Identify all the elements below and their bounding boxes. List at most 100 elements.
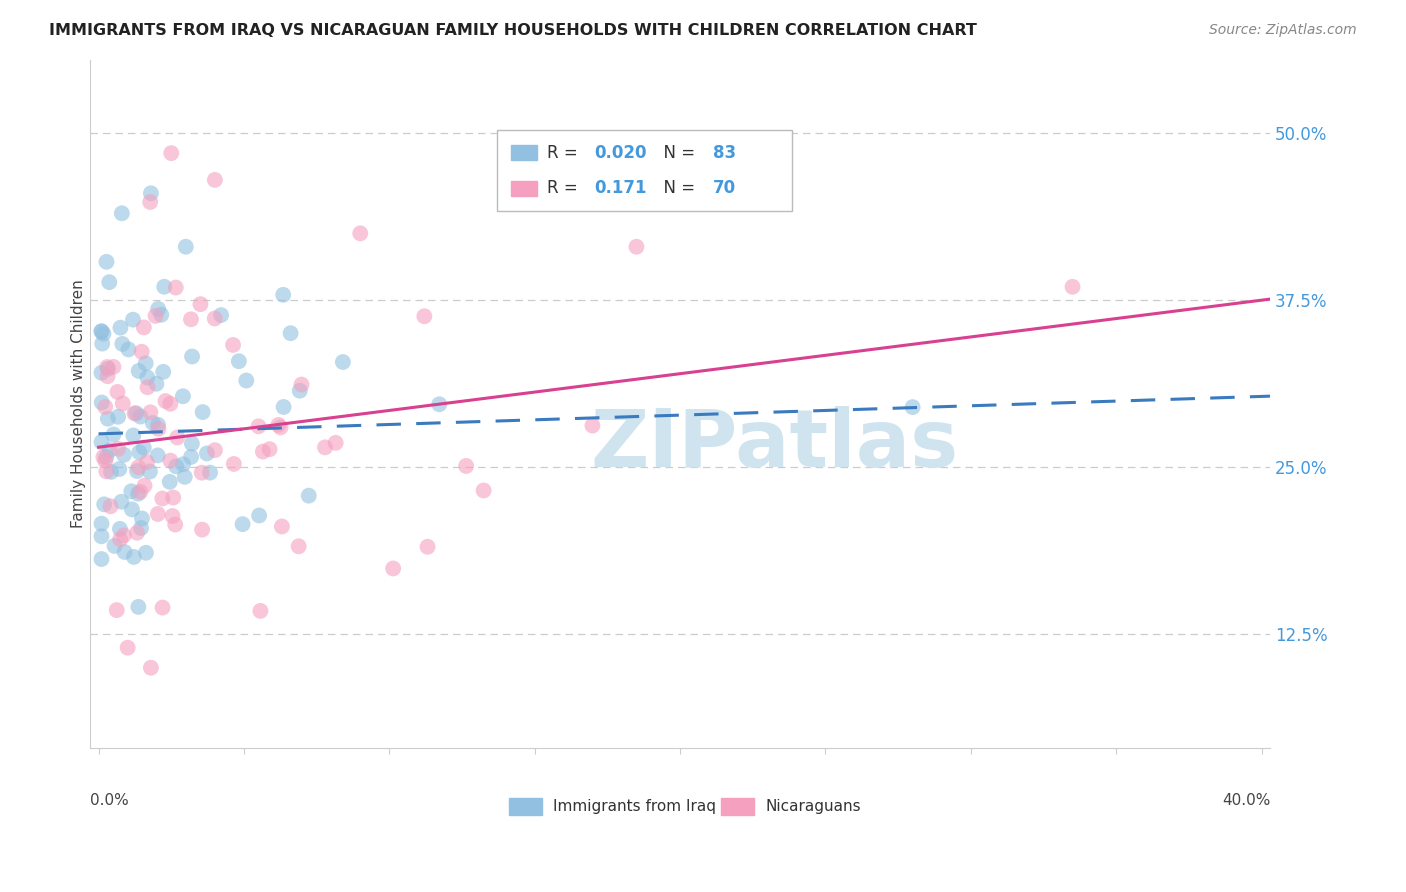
Point	[105, 603, 128, 617]
Point	[139, 186, 162, 201]
Point	[204, 173, 226, 187]
Point	[271, 288, 294, 302]
Point	[314, 441, 336, 455]
Point	[142, 416, 165, 430]
Point	[146, 301, 169, 316]
Point	[90, 325, 112, 339]
Point	[93, 326, 115, 341]
Point	[90, 552, 112, 566]
Point	[125, 464, 148, 478]
Point	[270, 420, 292, 434]
Point	[159, 453, 181, 467]
Point	[132, 320, 155, 334]
Point	[111, 206, 134, 220]
Point	[100, 465, 122, 479]
Point	[108, 533, 131, 547]
Point	[97, 369, 120, 384]
Point	[111, 337, 134, 351]
Point	[288, 384, 311, 398]
Point	[139, 465, 162, 479]
Point	[111, 396, 134, 410]
Point	[131, 511, 153, 525]
Point	[90, 516, 112, 531]
Point	[349, 227, 371, 241]
Point	[90, 529, 112, 543]
Point	[135, 356, 157, 370]
Text: N =: N =	[652, 144, 700, 161]
Point	[117, 640, 139, 655]
Text: 0.020: 0.020	[593, 144, 647, 161]
Point	[180, 436, 202, 450]
Bar	[512, 145, 537, 160]
Point	[127, 460, 149, 475]
Point	[139, 661, 162, 675]
Point	[273, 400, 295, 414]
Text: IMMIGRANTS FROM IRAQ VS NICARAGUAN FAMILY HOUSEHOLDS WITH CHILDREN CORRELATION C: IMMIGRANTS FROM IRAQ VS NICARAGUAN FAMIL…	[49, 23, 977, 38]
Point	[159, 397, 181, 411]
Bar	[509, 798, 541, 814]
Point	[112, 448, 135, 462]
Point	[155, 394, 177, 409]
Point	[204, 311, 226, 326]
Point	[93, 450, 115, 464]
Point	[122, 312, 145, 326]
Point	[110, 320, 132, 334]
Point	[90, 324, 112, 338]
Point	[136, 455, 159, 469]
Point	[165, 280, 187, 294]
Point	[96, 464, 118, 478]
Point	[96, 359, 118, 374]
Point	[270, 519, 292, 533]
Text: R =: R =	[547, 179, 588, 197]
Point	[98, 275, 121, 289]
Point	[172, 389, 194, 403]
Point	[128, 364, 150, 378]
Point	[90, 435, 112, 450]
Point	[173, 470, 195, 484]
Point	[121, 502, 143, 516]
Point	[108, 462, 131, 476]
Point	[195, 446, 218, 460]
Point	[129, 484, 152, 499]
Point	[124, 406, 146, 420]
Point	[146, 507, 169, 521]
Point	[228, 354, 250, 368]
Point	[626, 240, 648, 254]
Point	[191, 523, 214, 537]
Point	[110, 495, 132, 509]
Point	[162, 509, 184, 524]
Point	[134, 478, 156, 492]
Point	[190, 466, 212, 480]
Text: Immigrants from Iraq: Immigrants from Iraq	[553, 799, 716, 814]
Point	[122, 428, 145, 442]
Point	[107, 409, 129, 424]
Point	[153, 279, 176, 293]
Text: 40.0%: 40.0%	[1222, 793, 1270, 807]
Text: 0.171: 0.171	[593, 179, 647, 197]
Point	[290, 377, 312, 392]
Text: 70: 70	[713, 179, 737, 197]
Point	[145, 309, 167, 323]
Point	[152, 365, 174, 379]
Point	[174, 240, 197, 254]
Point	[198, 466, 221, 480]
Point	[191, 405, 214, 419]
Point	[131, 344, 153, 359]
Point	[280, 326, 302, 341]
Text: Source: ZipAtlas.com: Source: ZipAtlas.com	[1209, 23, 1357, 37]
Point	[125, 406, 148, 420]
Point	[298, 489, 321, 503]
Text: 0.0%: 0.0%	[90, 793, 128, 807]
Point	[90, 395, 112, 409]
Point	[267, 417, 290, 432]
Bar	[721, 798, 755, 814]
Point	[146, 449, 169, 463]
Point	[180, 312, 202, 326]
Point	[160, 146, 183, 161]
Point	[129, 409, 152, 424]
Point	[127, 486, 149, 500]
Point	[181, 350, 204, 364]
Point	[249, 604, 271, 618]
Text: ZIPatlas: ZIPatlas	[591, 406, 959, 484]
Point	[112, 528, 135, 542]
